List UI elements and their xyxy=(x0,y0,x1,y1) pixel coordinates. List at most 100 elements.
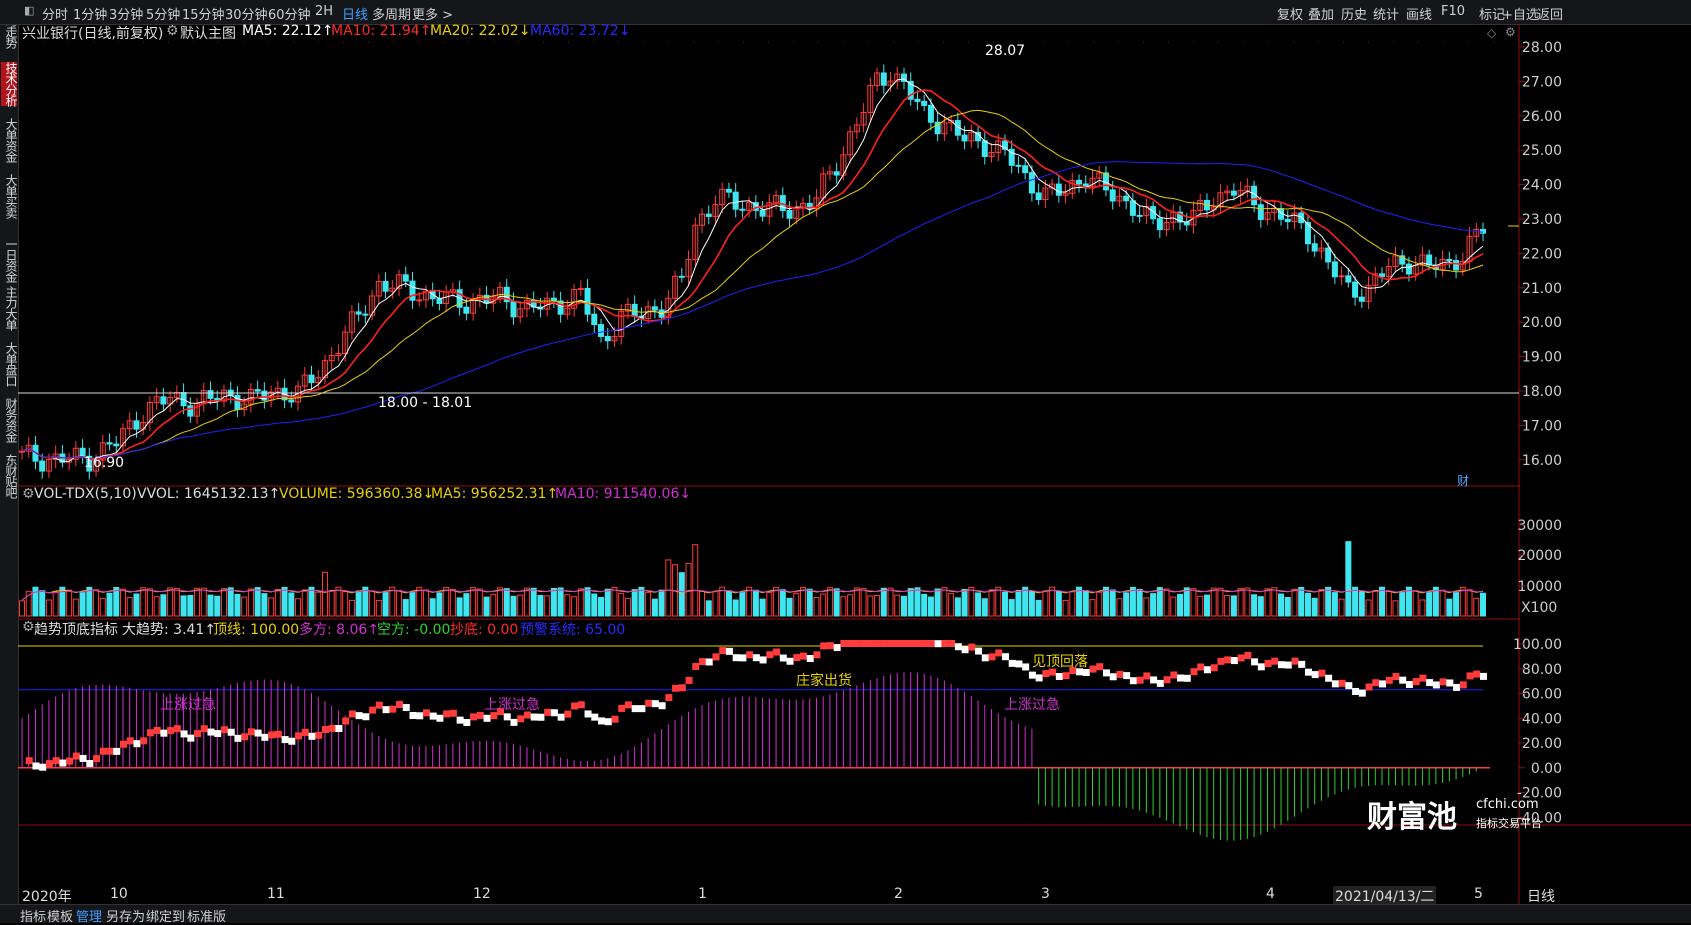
toolbar-tab-8[interactable]: 日线 xyxy=(342,8,369,23)
trend-block xyxy=(948,640,956,647)
mark-button[interactable]: 标记 xyxy=(1479,8,1506,23)
settings-icon-right[interactable]: ⚙ xyxy=(1505,25,1516,39)
toolbar-tab-5[interactable]: 30分钟 xyxy=(225,8,268,23)
trend-block xyxy=(1129,677,1137,685)
candle-body xyxy=(1076,179,1083,185)
diamond-icon[interactable]: ◇ xyxy=(1487,26,1497,40)
candle-body xyxy=(1331,261,1338,278)
bottom-tab-5[interactable]: 标准版 xyxy=(187,910,227,925)
trend-block xyxy=(402,704,410,712)
trend-block xyxy=(705,658,713,666)
indicator-name[interactable]: 趋势顶底指标 xyxy=(34,622,118,638)
date-label-10: 10 xyxy=(110,886,128,902)
price-axis-6: 22.00 xyxy=(1522,246,1562,262)
volume-bar xyxy=(214,595,221,617)
toolbar-tab-1[interactable]: 1分钟 xyxy=(73,8,108,23)
toolbar-right-5[interactable]: F10 xyxy=(1441,4,1466,19)
volume-bar xyxy=(1412,590,1419,617)
volume-bar xyxy=(1466,589,1473,617)
warn-value: 预警系统: 65.00 xyxy=(520,622,626,638)
toolbar-tab-0[interactable]: 分时 xyxy=(42,8,69,23)
candle-body xyxy=(1163,221,1170,231)
volume-bar xyxy=(52,591,59,617)
bottom-tab-3[interactable]: 另存为 xyxy=(106,910,146,925)
main-chart-label[interactable]: 默认主图 xyxy=(180,26,236,42)
volume-bar xyxy=(308,586,315,617)
bottom-tab-0[interactable]: 指标 xyxy=(20,910,47,925)
candle-body xyxy=(712,204,719,217)
sidebar-item-3[interactable]: 大单买卖 xyxy=(4,174,18,218)
toolbar-tab-10[interactable]: 更多 > xyxy=(412,8,454,23)
collapse-icon[interactable]: ◧ xyxy=(24,4,35,17)
bottom-tab-4[interactable]: 绑定到 xyxy=(146,910,186,925)
vol-ma10-line xyxy=(21,589,1484,601)
volume-bar xyxy=(1129,586,1136,617)
toolbar-right-0[interactable]: 复权 xyxy=(1277,8,1304,23)
trend-block xyxy=(93,755,101,763)
trend-block xyxy=(867,640,875,647)
volume-bar xyxy=(550,587,557,617)
sidebar-item-1[interactable]: 技术分析 xyxy=(1,62,18,106)
trend-block xyxy=(436,714,444,722)
volume-bar xyxy=(1244,587,1251,617)
volume-bar xyxy=(692,544,699,617)
sidebar-item-5[interactable]: 主力大单 xyxy=(4,286,18,330)
volume-bar xyxy=(254,587,261,617)
volume-bar xyxy=(961,588,968,617)
toolbar-right-3[interactable]: 统计 xyxy=(1373,8,1400,23)
finance-badge[interactable]: 财 xyxy=(1457,474,1470,488)
toolbar-tab-9[interactable]: 多周期 xyxy=(372,8,412,23)
annotation-rise-1: 上涨过急 xyxy=(160,697,216,713)
toolbar-tab-4[interactable]: 15分钟 xyxy=(182,8,225,23)
volume-bar xyxy=(1372,590,1379,617)
trend-block xyxy=(1372,679,1380,687)
sidebar-item-7[interactable]: 财务资金 xyxy=(4,398,18,442)
period-label[interactable]: 日线 xyxy=(1527,889,1555,905)
toolbar-right-7[interactable]: 返回 xyxy=(1537,8,1564,23)
sidebar-item-6[interactable]: 大单盘口 xyxy=(4,342,18,386)
toolbar-tab-3[interactable]: 5分钟 xyxy=(146,8,181,23)
toolbar-right-2[interactable]: 历史 xyxy=(1341,8,1368,23)
toolbar-right-4[interactable]: 画线 xyxy=(1406,8,1433,23)
date-label-3: 3 xyxy=(1041,886,1050,902)
bottom-tab-2[interactable]: 管理 xyxy=(76,910,103,925)
toolbar-tab-2[interactable]: 3分钟 xyxy=(109,8,144,23)
volume-bar xyxy=(739,591,746,617)
trend-block xyxy=(1473,670,1481,678)
trend-block xyxy=(826,642,834,650)
volume-bar xyxy=(409,591,416,617)
sidebar-item-8[interactable]: 东财贴吧 xyxy=(4,454,18,498)
volume-bar xyxy=(1136,588,1143,617)
trend-block xyxy=(752,654,760,662)
candle-body xyxy=(941,122,948,135)
volume-bar xyxy=(517,594,524,617)
trend-block xyxy=(1210,664,1218,672)
toolbar-tab-6[interactable]: 60分钟 xyxy=(268,8,311,23)
trend-block xyxy=(119,740,127,748)
candle-body xyxy=(880,72,887,86)
bottom-tab-1[interactable]: 模板 xyxy=(47,910,74,925)
ind-axis-2: 60.00 xyxy=(1522,687,1562,703)
volume-bar xyxy=(914,587,921,617)
trend-block xyxy=(914,640,922,647)
volume-bar xyxy=(1069,591,1076,617)
settings-icon-vol[interactable]: ⚙ xyxy=(22,486,35,502)
volume-bar xyxy=(894,594,901,617)
toolbar-right-1[interactable]: 叠加 xyxy=(1308,8,1335,23)
vol-axis-2: 10000 xyxy=(1517,579,1562,595)
candle-body xyxy=(1082,183,1089,187)
candle-body xyxy=(1069,179,1076,194)
toolbar-right-6[interactable]: +自选 xyxy=(1502,8,1539,23)
trend-block xyxy=(1318,669,1326,677)
toolbar-tab-7[interactable]: 2H xyxy=(315,4,334,19)
volume-indicator-name[interactable]: VOL-TDX(5,10) xyxy=(34,486,137,502)
settings-icon-ind[interactable]: ⚙ xyxy=(22,619,35,635)
trend-block xyxy=(281,736,289,744)
volume-bar xyxy=(927,596,934,617)
sidebar-item-4[interactable]: 一日资金 xyxy=(4,238,18,282)
volume-bar xyxy=(658,589,665,617)
settings-icon[interactable]: ⚙ xyxy=(166,23,179,39)
volume-bar xyxy=(537,595,544,617)
sidebar-item-2[interactable]: 大单资金 xyxy=(4,118,18,162)
